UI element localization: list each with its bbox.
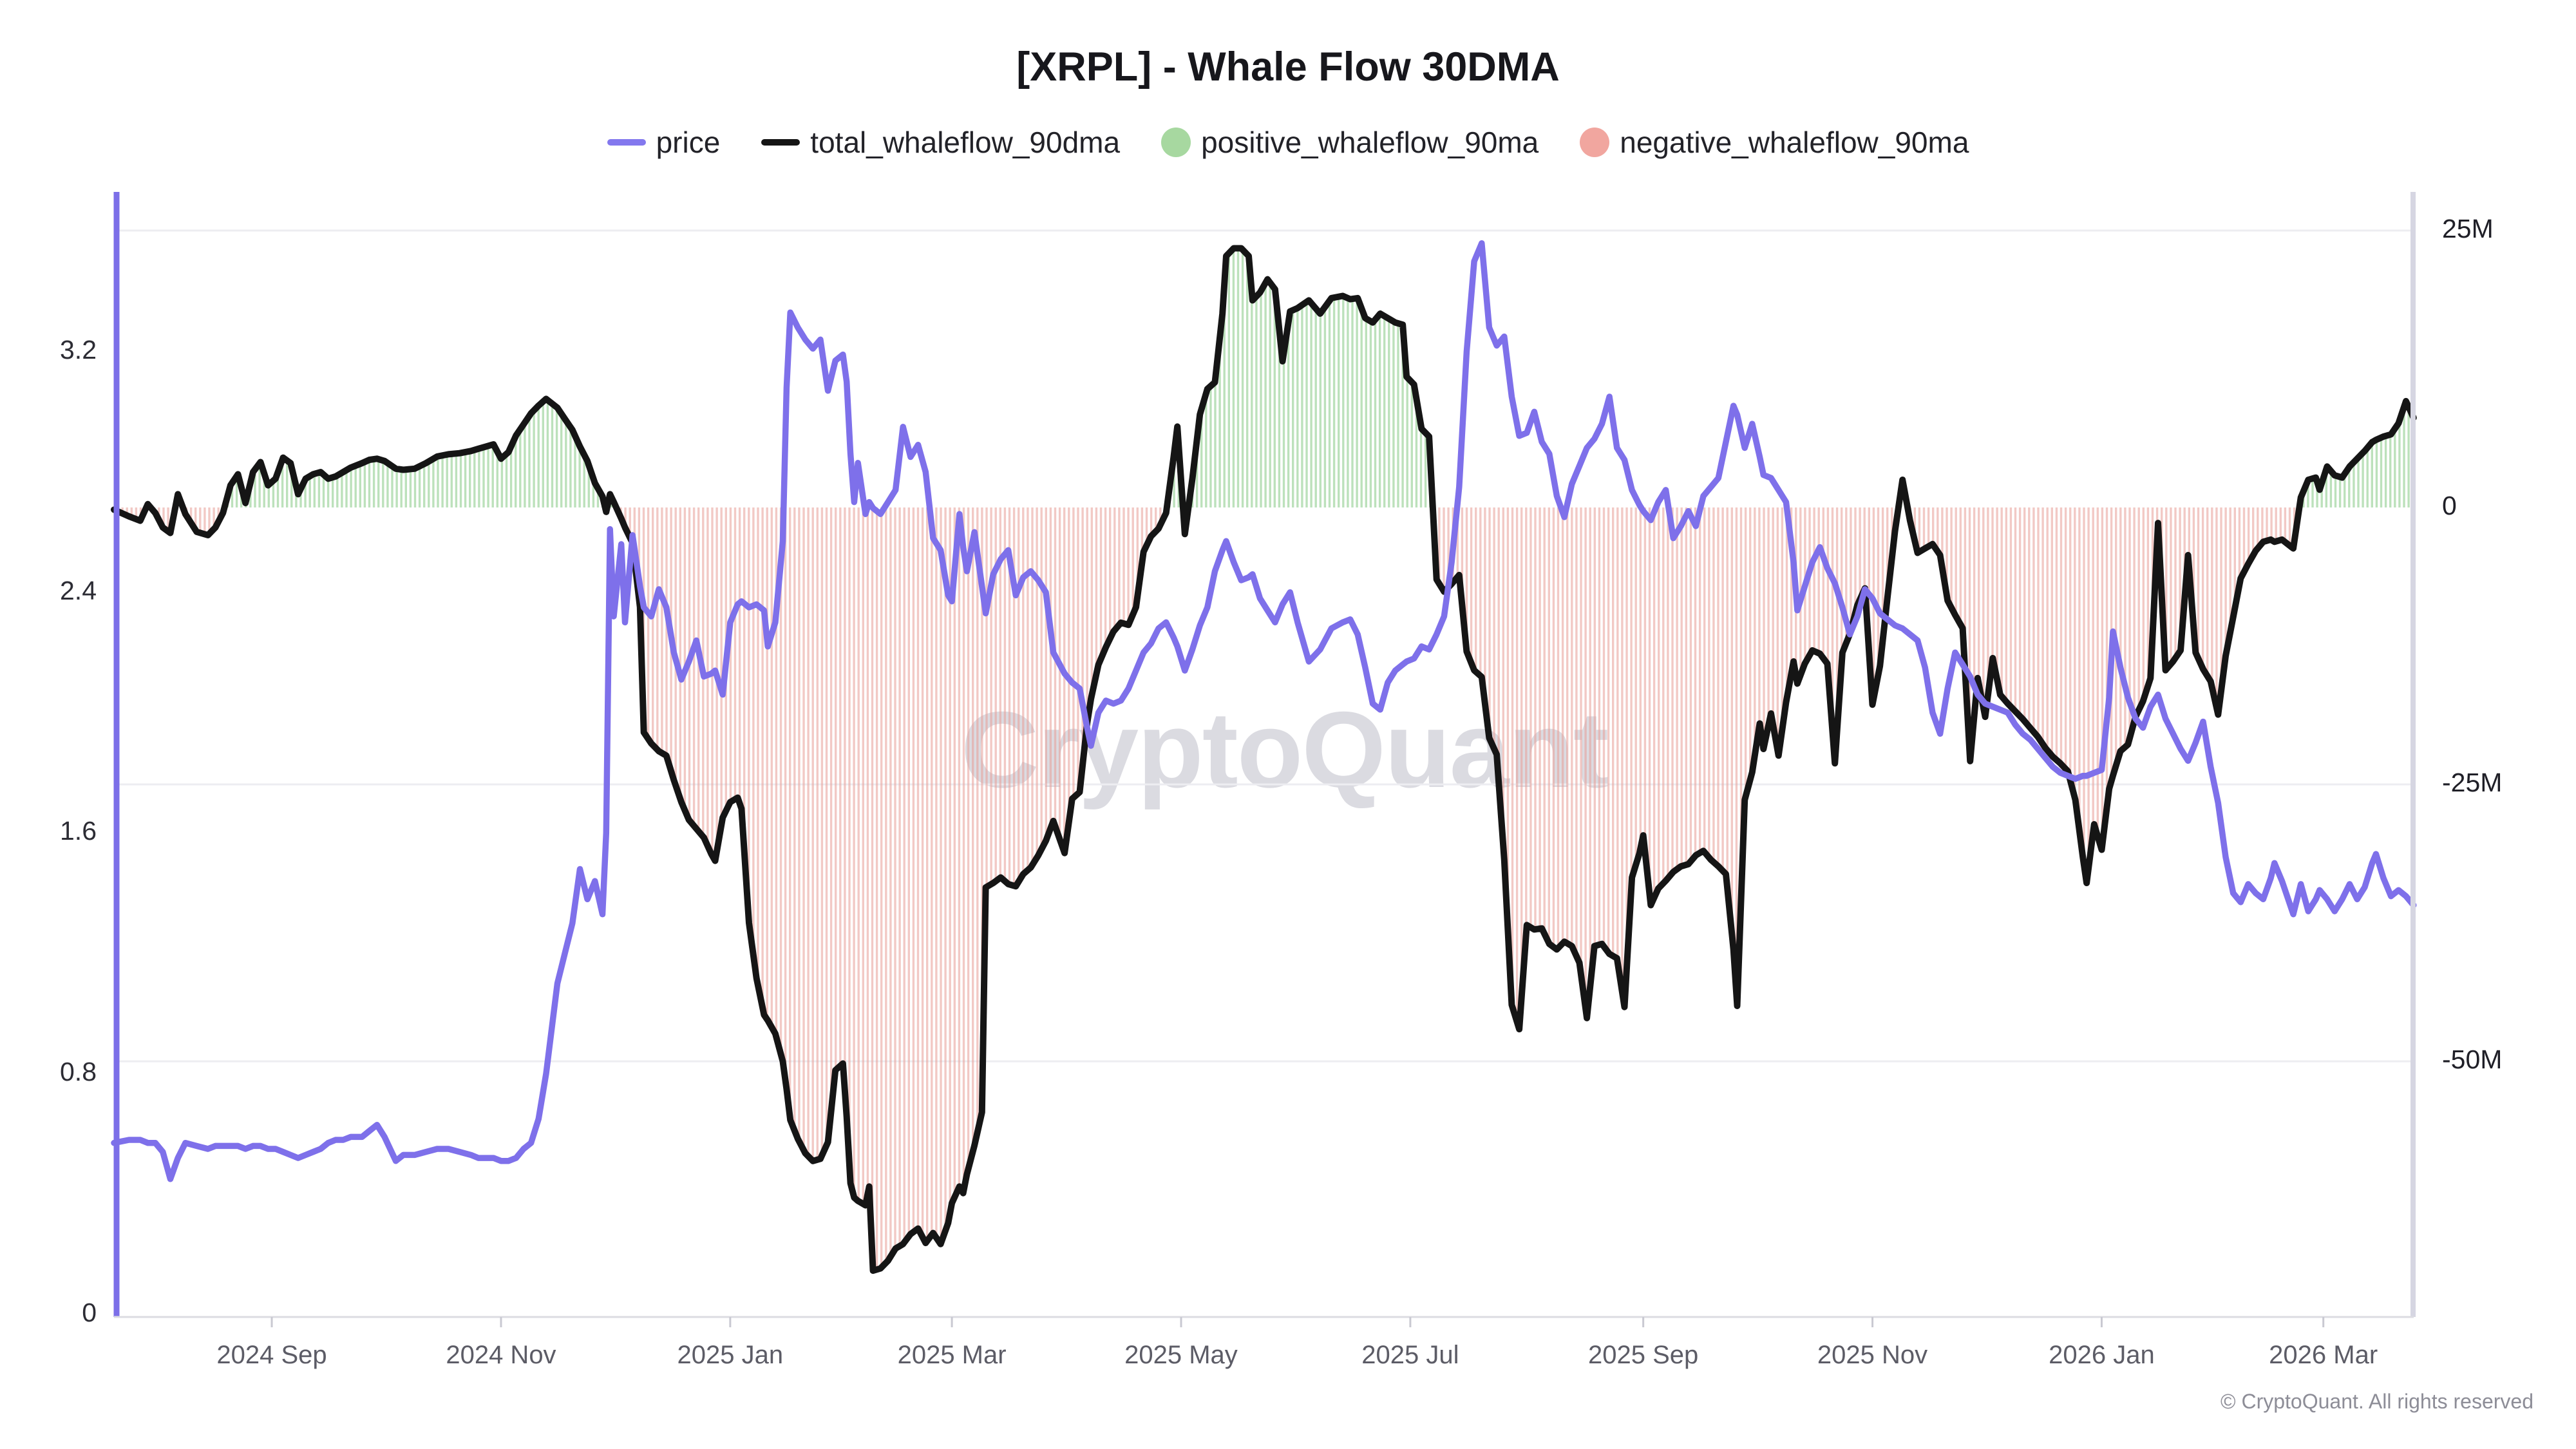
legend-item-negative-whaleflow[interactable]: negative_whaleflow_90ma [1580,125,1969,160]
price-line-swatch-icon [607,139,646,146]
legend-label-total-whaleflow: total_whaleflow_90dma [810,126,1121,159]
legend-item-positive-whaleflow[interactable]: positive_whaleflow_90ma [1161,125,1539,160]
left-axis-tick-label: 0.8 [60,1057,97,1087]
x-axis-tick-label: 2026 Jan [2049,1341,2155,1369]
legend-item-price[interactable]: price [607,125,721,160]
left-axis-tick-label: 3.2 [60,334,97,365]
x-axis-tick-label: 2025 May [1124,1341,1238,1369]
total-whaleflow-line-swatch-icon [761,139,800,146]
legend-label-positive-whaleflow: positive_whaleflow_90ma [1201,126,1539,159]
legend-label-price: price [656,126,721,159]
right-axis-tick-label: -25M [2442,768,2503,797]
page-title: [XRPL] - Whale Flow 30DMA [1016,44,1560,90]
x-axis-tick-label: 2025 Mar [897,1341,1007,1369]
negative-whaleflow-dot-icon [1580,128,1610,157]
left-axis-tick-label: 1.6 [60,816,97,846]
left-axis-tick-label: 0 [82,1298,97,1327]
left-axis-tick-label: 2.4 [60,575,97,605]
x-axis-tick-label: 2025 Sep [1588,1341,1699,1369]
x-axis-tick-label: 2026 Mar [2269,1341,2378,1369]
price-line [111,240,2417,1182]
x-axis-tick-label: 2025 Jul [1361,1341,1459,1369]
total-whaleflow-line [111,245,2417,1274]
copyright-note: © CryptoQuant. All rights reserved [2221,1390,2533,1413]
legend: price total_whaleflow_90dma positive_wha… [0,125,2576,160]
x-axis-tick-label: 2025 Jan [677,1341,784,1369]
legend-label-negative-whaleflow: negative_whaleflow_90ma [1620,126,1969,159]
x-axis-tick-label: 2025 Nov [1817,1341,1928,1369]
right-axis-tick-label: -50M [2442,1045,2503,1074]
legend-item-total-whaleflow[interactable]: total_whaleflow_90dma [761,125,1120,160]
right-axis-tick-label: 0 [2442,491,2457,520]
positive-whaleflow-dot-icon [1161,128,1191,157]
right-axis-tick-label: 25M [2442,214,2494,243]
x-axis-tick-label: 2024 Sep [216,1341,327,1369]
x-axis-tick-label: 2024 Nov [446,1341,556,1369]
